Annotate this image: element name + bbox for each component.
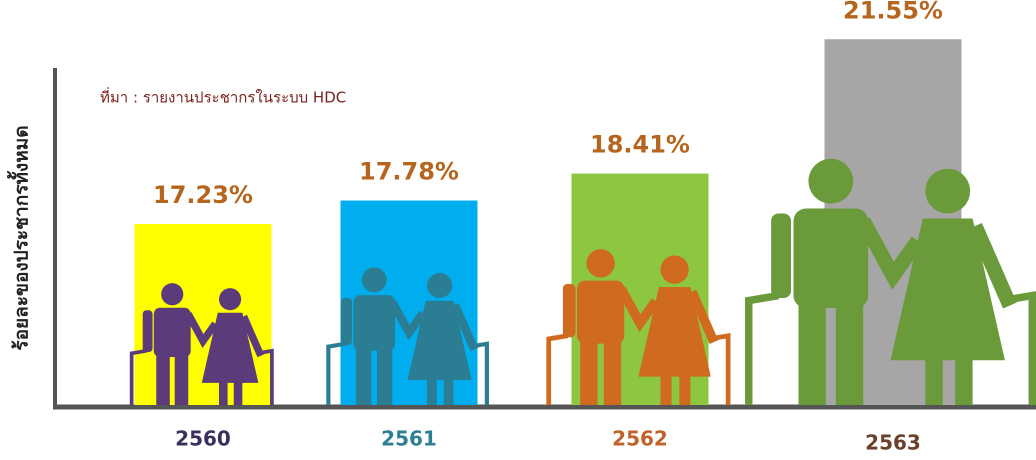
man-leg — [836, 301, 863, 405]
value-label: 21.55% — [843, 0, 943, 24]
y-axis-label: ร้อยละของประชากรทั้งหมด — [7, 125, 33, 350]
woman-leg — [234, 380, 243, 405]
woman-leg — [444, 377, 454, 405]
man-torso — [154, 308, 191, 357]
woman-cane — [709, 336, 728, 405]
woman-leg — [925, 355, 942, 405]
x-tick-label: 2561 — [381, 427, 437, 451]
man-leg — [798, 301, 825, 405]
man-arm — [771, 213, 791, 298]
man-leg — [156, 353, 170, 405]
man-cane — [749, 296, 779, 405]
man-leg — [377, 347, 392, 405]
woman-head — [427, 273, 452, 298]
man-head — [362, 267, 387, 292]
chart: ร้อยละของประชากรทั้งหมด ที่มา : รายงานปร… — [0, 0, 1036, 456]
man-arm — [563, 284, 576, 338]
man-leg — [175, 353, 189, 405]
man-torso — [353, 295, 395, 351]
man-head — [586, 249, 614, 277]
man-leg — [356, 347, 371, 405]
source-note: ที่มา : รายงานประชากรในระบบ HDC — [100, 87, 346, 107]
woman-head — [219, 288, 241, 310]
man-leg — [604, 339, 621, 405]
woman-leg — [660, 374, 671, 405]
value-label: 18.41% — [590, 131, 690, 159]
man-head — [161, 283, 183, 305]
man-cane — [549, 336, 568, 405]
woman-head — [660, 255, 688, 283]
woman-leg — [219, 380, 228, 405]
x-tick-label: 2562 — [612, 427, 668, 451]
x-tick-label: 2563 — [865, 431, 921, 455]
woman-leg — [679, 374, 690, 405]
woman-leg — [955, 355, 972, 405]
value-label: 17.23% — [153, 181, 253, 209]
x-tick-label: 2560 — [175, 427, 231, 451]
man-arm — [143, 310, 153, 352]
woman-leg — [427, 377, 437, 405]
man-torso — [794, 209, 869, 308]
man-head — [808, 159, 853, 204]
man-arm — [341, 298, 352, 345]
page: {"chart_data": { "type": "bar", "y_label… — [0, 0, 1036, 456]
woman-head — [925, 169, 970, 214]
man-torso — [577, 281, 624, 344]
man-leg — [580, 339, 597, 405]
value-label: 17.78% — [359, 158, 459, 186]
woman-cane — [1002, 296, 1032, 405]
